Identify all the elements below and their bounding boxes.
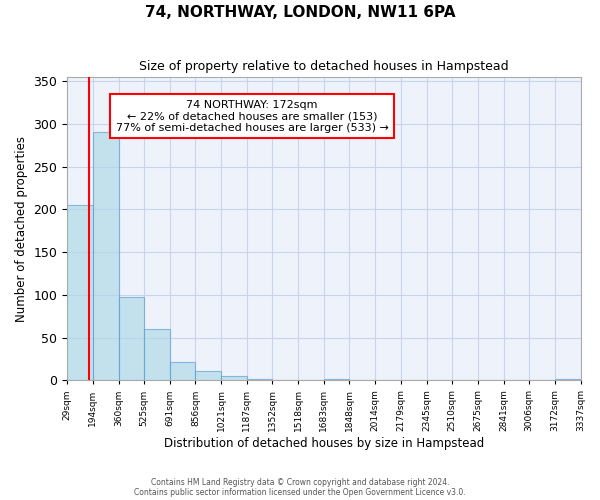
- Bar: [555, 378, 581, 380]
- Bar: [67, 205, 93, 380]
- Title: Size of property relative to detached houses in Hampstead: Size of property relative to detached ho…: [139, 60, 509, 73]
- Bar: [144, 329, 170, 380]
- Bar: [196, 371, 221, 380]
- X-axis label: Distribution of detached houses by size in Hampstead: Distribution of detached houses by size …: [164, 437, 484, 450]
- Text: Contains HM Land Registry data © Crown copyright and database right 2024.
Contai: Contains HM Land Registry data © Crown c…: [134, 478, 466, 497]
- Bar: [170, 362, 196, 380]
- Bar: [221, 376, 247, 380]
- Text: 74, NORTHWAY, LONDON, NW11 6PA: 74, NORTHWAY, LONDON, NW11 6PA: [145, 5, 455, 20]
- Text: 74 NORTHWAY: 172sqm
← 22% of detached houses are smaller (153)
77% of semi-detac: 74 NORTHWAY: 172sqm ← 22% of detached ho…: [116, 100, 388, 133]
- Y-axis label: Number of detached properties: Number of detached properties: [15, 136, 28, 322]
- Bar: [93, 132, 119, 380]
- Bar: [119, 298, 144, 380]
